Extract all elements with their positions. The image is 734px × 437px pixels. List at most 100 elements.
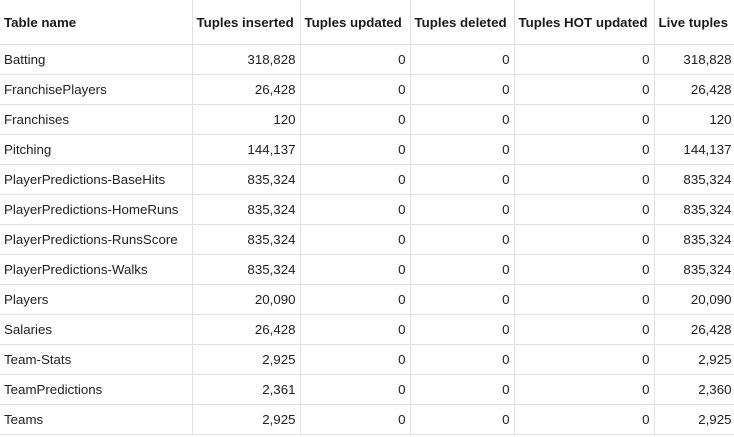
cell-tuples-updated: 0	[299, 254, 411, 285]
table-row: Franchises 120 0 0 0 120	[0, 104, 734, 135]
cell-tuples-updated: 0	[299, 44, 411, 75]
cell-tuples-updated: 0	[299, 134, 411, 165]
cell-tuples-inserted: 835,324	[191, 224, 301, 255]
table-row: Batting 318,828 0 0 0 318,828	[0, 44, 734, 75]
cell-table-name: FranchisePlayers	[0, 74, 193, 105]
table-row: PlayerPredictions-RunsScore 835,324 0 0 …	[0, 224, 734, 255]
column-header-tuples-inserted[interactable]: Tuples inserted	[191, 0, 301, 45]
cell-table-name: Teams	[0, 404, 193, 435]
column-header-tuples-updated[interactable]: Tuples updated	[299, 0, 411, 45]
cell-tuples-inserted: 26,428	[191, 314, 301, 345]
cell-tuples-hot-updated: 0	[513, 404, 655, 435]
cell-tuples-updated: 0	[299, 74, 411, 105]
table-row: Salaries 26,428 0 0 0 26,428	[0, 314, 734, 345]
cell-live-tuples: 144,137	[653, 134, 734, 165]
table-body: Batting 318,828 0 0 0 318,828 FranchiseP…	[0, 44, 734, 435]
cell-tuples-hot-updated: 0	[513, 194, 655, 225]
cell-live-tuples: 835,324	[653, 164, 734, 195]
cell-tuples-inserted: 26,428	[191, 74, 301, 105]
cell-tuples-inserted: 835,324	[191, 194, 301, 225]
cell-tuples-hot-updated: 0	[513, 374, 655, 405]
table-header-row: Table name Tuples inserted Tuples update…	[0, 0, 734, 45]
cell-table-name: Batting	[0, 44, 193, 75]
cell-tuples-inserted: 318,828	[191, 44, 301, 75]
cell-tuples-updated: 0	[299, 374, 411, 405]
cell-tuples-updated: 0	[299, 314, 411, 345]
cell-tuples-hot-updated: 0	[513, 314, 655, 345]
column-header-tuples-hot-updated[interactable]: Tuples HOT updated	[513, 0, 655, 45]
cell-live-tuples: 2,925	[653, 344, 734, 375]
cell-live-tuples: 318,828	[653, 44, 734, 75]
cell-live-tuples: 2,925	[653, 404, 734, 435]
cell-tuples-updated: 0	[299, 164, 411, 195]
cell-table-name: Players	[0, 284, 193, 315]
cell-tuples-deleted: 0	[409, 164, 515, 195]
cell-tuples-updated: 0	[299, 224, 411, 255]
cell-tuples-inserted: 2,925	[191, 404, 301, 435]
cell-tuples-inserted: 144,137	[191, 134, 301, 165]
cell-tuples-updated: 0	[299, 404, 411, 435]
cell-tuples-hot-updated: 0	[513, 344, 655, 375]
cell-tuples-deleted: 0	[409, 284, 515, 315]
table-row: FranchisePlayers 26,428 0 0 0 26,428	[0, 74, 734, 105]
cell-tuples-inserted: 2,361	[191, 374, 301, 405]
table-row: PlayerPredictions-HomeRuns 835,324 0 0 0…	[0, 194, 734, 225]
cell-table-name: Salaries	[0, 314, 193, 345]
cell-tuples-deleted: 0	[409, 104, 515, 135]
cell-tuples-inserted: 835,324	[191, 164, 301, 195]
cell-table-name: PlayerPredictions-BaseHits	[0, 164, 193, 195]
table-row: Players 20,090 0 0 0 20,090	[0, 284, 734, 315]
cell-tuples-deleted: 0	[409, 224, 515, 255]
cell-tuples-hot-updated: 0	[513, 44, 655, 75]
cell-tuples-hot-updated: 0	[513, 254, 655, 285]
cell-tuples-hot-updated: 0	[513, 224, 655, 255]
cell-table-name: Franchises	[0, 104, 193, 135]
cell-tuples-deleted: 0	[409, 344, 515, 375]
cell-tuples-deleted: 0	[409, 194, 515, 225]
table-row: Teams 2,925 0 0 0 2,925	[0, 404, 734, 435]
column-header-table-name[interactable]: Table name	[0, 0, 193, 45]
table-row: PlayerPredictions-Walks 835,324 0 0 0 83…	[0, 254, 734, 285]
cell-live-tuples: 835,324	[653, 224, 734, 255]
cell-tuples-deleted: 0	[409, 314, 515, 345]
cell-tuples-inserted: 120	[191, 104, 301, 135]
cell-tuples-updated: 0	[299, 284, 411, 315]
table-row: Team-Stats 2,925 0 0 0 2,925	[0, 344, 734, 375]
cell-tuples-hot-updated: 0	[513, 134, 655, 165]
cell-tuples-inserted: 835,324	[191, 254, 301, 285]
cell-live-tuples: 120	[653, 104, 734, 135]
column-header-tuples-deleted[interactable]: Tuples deleted	[409, 0, 515, 45]
cell-table-name: PlayerPredictions-Walks	[0, 254, 193, 285]
column-header-live-tuples[interactable]: Live tuples	[653, 0, 734, 45]
cell-tuples-hot-updated: 0	[513, 164, 655, 195]
cell-tuples-inserted: 2,925	[191, 344, 301, 375]
cell-live-tuples: 26,428	[653, 314, 734, 345]
cell-live-tuples: 20,090	[653, 284, 734, 315]
cell-tuples-deleted: 0	[409, 374, 515, 405]
cell-live-tuples: 2,360	[653, 374, 734, 405]
cell-table-name: Team-Stats	[0, 344, 193, 375]
cell-live-tuples: 835,324	[653, 194, 734, 225]
cell-table-name: Pitching	[0, 134, 193, 165]
cell-live-tuples: 835,324	[653, 254, 734, 285]
cell-table-name: PlayerPredictions-HomeRuns	[0, 194, 193, 225]
cell-tuples-deleted: 0	[409, 254, 515, 285]
cell-live-tuples: 26,428	[653, 74, 734, 105]
cell-tuples-hot-updated: 0	[513, 74, 655, 105]
cell-tuples-updated: 0	[299, 194, 411, 225]
table-row: Pitching 144,137 0 0 0 144,137	[0, 134, 734, 165]
cell-tuples-deleted: 0	[409, 134, 515, 165]
table-row: PlayerPredictions-BaseHits 835,324 0 0 0…	[0, 164, 734, 195]
table-row: TeamPredictions 2,361 0 0 0 2,360	[0, 374, 734, 405]
cell-tuples-deleted: 0	[409, 74, 515, 105]
cell-tuples-hot-updated: 0	[513, 284, 655, 315]
cell-tuples-inserted: 20,090	[191, 284, 301, 315]
cell-table-name: TeamPredictions	[0, 374, 193, 405]
cell-table-name: PlayerPredictions-RunsScore	[0, 224, 193, 255]
cell-tuples-hot-updated: 0	[513, 104, 655, 135]
cell-tuples-deleted: 0	[409, 404, 515, 435]
cell-tuples-deleted: 0	[409, 44, 515, 75]
cell-tuples-updated: 0	[299, 344, 411, 375]
cell-tuples-updated: 0	[299, 104, 411, 135]
